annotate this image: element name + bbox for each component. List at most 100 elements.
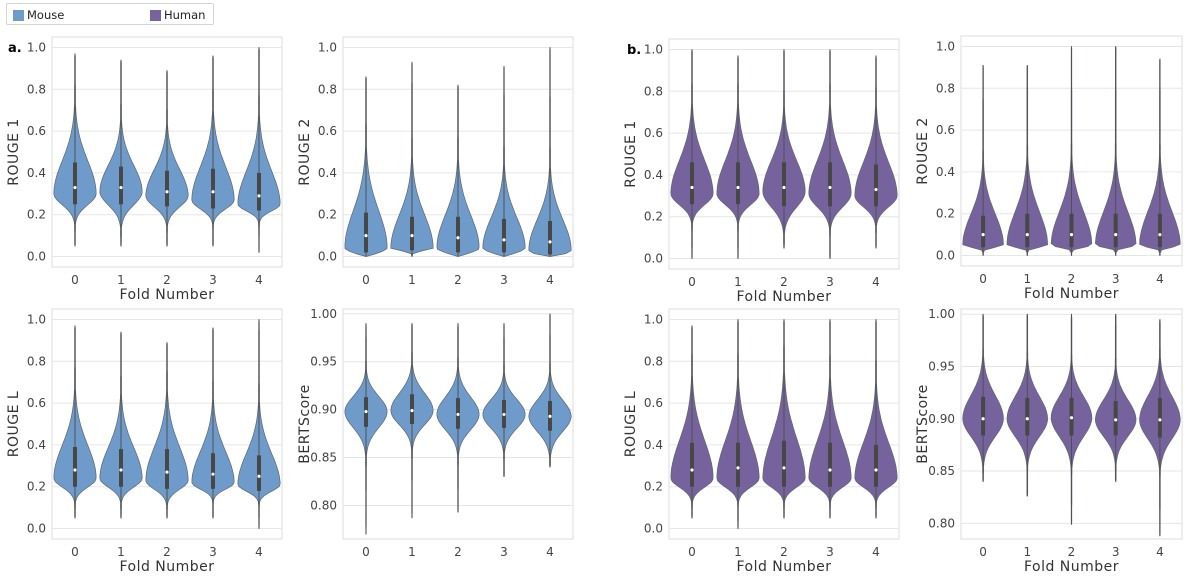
chart-panel-6: 0.0 0.2 0.4 0.6 0.8 1.0 0 1 2 3 4 Fold Number ROUGE … — [623, 308, 900, 575]
violin-iqr-box — [1113, 213, 1118, 248]
y-tick-label: 0.4 — [644, 168, 663, 182]
x-tick-label: 0 — [71, 273, 79, 287]
violin-median — [410, 408, 414, 413]
violin-median — [502, 412, 506, 417]
y-tick-label: 1.00 — [928, 307, 955, 321]
legend-label-mouse: Mouse — [27, 8, 65, 22]
y-tick-label: 0.2 — [644, 480, 663, 494]
x-tick-label: 4 — [872, 275, 880, 289]
x-tick-label: 2 — [780, 275, 788, 289]
violin-median — [736, 185, 740, 190]
x-tick-label: 0 — [71, 545, 79, 559]
x-tick-label: 4 — [546, 273, 554, 287]
x-tick-label: 1 — [408, 273, 416, 287]
violin-iqr-box — [1025, 213, 1030, 248]
y-tick-label: 0.2 — [936, 207, 955, 221]
y-tick-label: 0.0 — [27, 522, 46, 536]
y-tick-label: 0.95 — [928, 360, 955, 374]
violin-iqr-box — [1069, 213, 1074, 248]
y-tick-label: 0.80 — [928, 516, 955, 530]
legend: Mouse Human — [6, 3, 214, 25]
chart-panel-7: 0.80 0.85 0.90 0.95 1.00 0 1 2 3 4 Fold Number BERT… — [915, 307, 1183, 575]
chart-panel-5: 0.0 0.2 0.4 0.6 0.8 1.0 0 1 2 3 4 Fold Number ROUGE … — [915, 35, 1183, 302]
violin-median — [548, 414, 552, 418]
violin-iqr-box — [736, 442, 740, 487]
y-axis-label: BERTScore — [915, 384, 931, 463]
violin-iqr-box — [456, 216, 460, 253]
y-tick-label: 0.8 — [644, 84, 663, 98]
x-tick-label: 2 — [1068, 272, 1076, 286]
x-tick-label: 3 — [1112, 272, 1120, 286]
violin-iqr-box — [119, 166, 123, 205]
violin-median — [456, 412, 460, 417]
violin-median — [828, 185, 832, 190]
violin-median — [257, 194, 261, 198]
legend-swatch-mouse — [13, 9, 24, 21]
x-axis-label: Fold Number — [736, 289, 831, 305]
violin-iqr-box — [690, 162, 694, 205]
violin-iqr-box — [782, 440, 786, 487]
y-tick-label: 0.8 — [27, 354, 46, 368]
violin-iqr-box — [257, 455, 261, 491]
violin-iqr-box — [119, 449, 123, 487]
y-tick-label: 0.80 — [310, 498, 337, 512]
y-tick-label: 0.4 — [27, 438, 46, 452]
violin-median — [364, 234, 368, 238]
x-tick-label: 0 — [362, 545, 370, 559]
x-tick-label: 3 — [1112, 545, 1120, 559]
y-tick-label: 1.0 — [27, 40, 46, 54]
y-tick-label: 0.8 — [27, 82, 46, 96]
y-tick-label: 0.0 — [27, 250, 46, 264]
x-tick-label: 1 — [734, 545, 742, 559]
violin-iqr-box — [1157, 213, 1162, 248]
violin-median — [211, 190, 215, 194]
x-tick-label: 2 — [780, 545, 788, 559]
y-axis-label: ROUGE L — [6, 391, 22, 457]
violin-iqr-box — [165, 449, 169, 489]
x-tick-label: 3 — [500, 545, 508, 559]
x-tick-label: 1 — [117, 545, 125, 559]
x-tick-label: 3 — [209, 545, 217, 559]
y-tick-label: 0.0 — [936, 249, 955, 263]
violin-iqr-box — [211, 453, 215, 489]
violin-median — [736, 466, 740, 470]
x-axis-label: Fold Number — [119, 559, 214, 575]
violin-iqr-box — [690, 442, 694, 487]
violin-iqr-box — [874, 164, 878, 207]
x-axis-label: Fold Number — [736, 559, 831, 575]
violin-iqr-box — [981, 215, 986, 248]
y-tick-label: 0.4 — [644, 438, 663, 452]
violin-median — [1069, 416, 1074, 420]
violin-median — [502, 238, 506, 242]
violin-iqr-box — [1025, 397, 1030, 436]
y-tick-label: 0.6 — [936, 123, 955, 137]
y-tick-label: 0.4 — [27, 166, 46, 180]
y-axis-label: ROUGE 2 — [297, 118, 313, 186]
x-tick-label: 2 — [163, 273, 171, 287]
violin-median — [1069, 233, 1074, 237]
violin-median — [981, 233, 985, 237]
y-tick-label: 1.0 — [318, 40, 337, 54]
violin-median — [211, 472, 215, 476]
violin-median — [1025, 417, 1029, 421]
y-tick-label: 0.6 — [318, 124, 337, 138]
violin-median — [782, 466, 786, 470]
y-tick-label: 1.0 — [644, 312, 663, 326]
legend-label-human: Human — [164, 8, 206, 22]
chart-panel-2: 0.0 0.2 0.4 0.6 0.8 1.0 0 1 2 3 4 Fold Number ROUGE … — [6, 308, 283, 575]
y-tick-label: 0.6 — [644, 126, 663, 140]
violin-median — [874, 468, 878, 472]
violin-median — [1114, 418, 1118, 422]
x-tick-label: 0 — [688, 275, 696, 289]
x-tick-label: 4 — [255, 273, 263, 287]
x-tick-label: 4 — [872, 545, 880, 559]
y-tick-label: 0.2 — [27, 208, 46, 222]
x-tick-label: 4 — [546, 545, 554, 559]
y-tick-label: 0.8 — [318, 82, 337, 96]
x-tick-label: 0 — [362, 273, 370, 287]
y-axis-label: ROUGE 1 — [6, 118, 22, 186]
chart-panel-4: 0.0 0.2 0.4 0.6 0.8 1.0 0 1 2 3 4 Fold Number ROUGE … — [623, 38, 900, 305]
x-tick-label: 2 — [163, 545, 171, 559]
y-tick-label: 0.85 — [310, 451, 337, 465]
